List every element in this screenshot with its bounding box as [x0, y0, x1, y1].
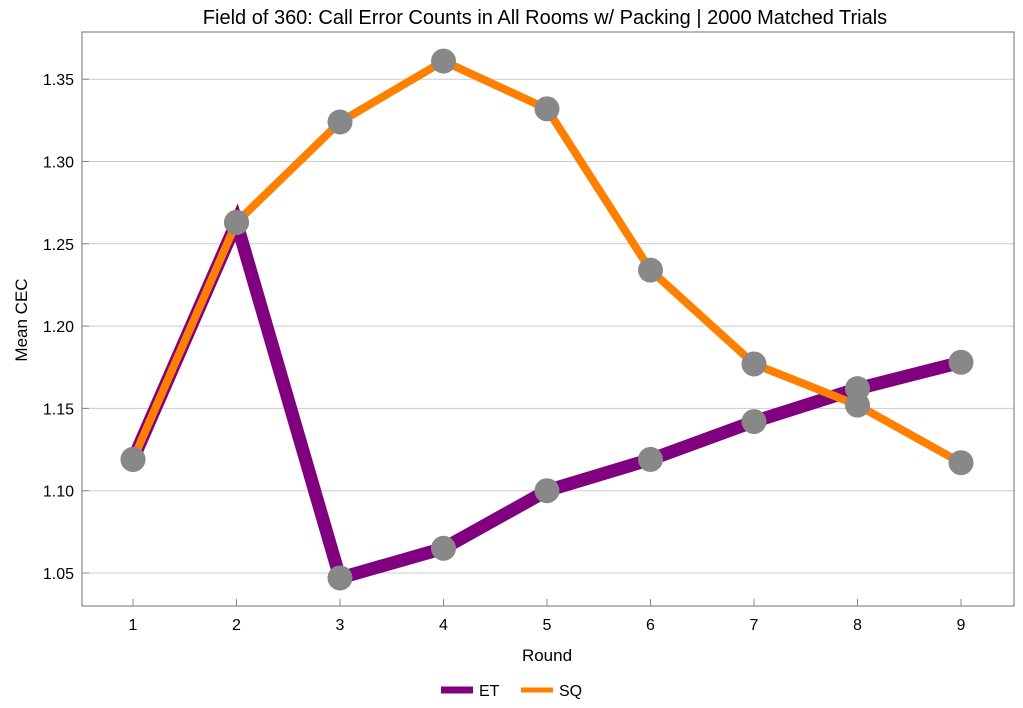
- data-point-sq: [948, 450, 974, 476]
- legend-item-sq: SQ: [521, 683, 582, 700]
- x-tick-label: 4: [439, 617, 448, 634]
- y-tick-label: 1.15: [43, 401, 74, 418]
- legend: ET SQ: [441, 683, 582, 700]
- data-point-et: [534, 478, 560, 504]
- x-axis-label: Round: [522, 646, 572, 665]
- y-axis: 1.05 1.10 1.15 1.20 1.25 1.30 1.35: [43, 72, 89, 583]
- y-tick-label: 1.30: [43, 155, 74, 172]
- y-tick-label: 1.05: [43, 566, 74, 583]
- data-point-et: [327, 565, 353, 591]
- x-tick-label: 2: [232, 617, 241, 634]
- data-point-et: [948, 349, 974, 375]
- data-point-et: [638, 446, 663, 472]
- y-tick-label: 1.25: [43, 237, 74, 254]
- data-point-sq: [845, 392, 870, 418]
- data-point-et: [741, 409, 767, 435]
- data-point-sq: [327, 109, 353, 135]
- data-point-sq: [120, 446, 146, 472]
- chart-title: Field of 360: Call Error Counts in All R…: [203, 7, 887, 29]
- data-point-sq: [741, 351, 767, 377]
- data-markers: [120, 48, 974, 591]
- x-tick-label: 5: [543, 617, 552, 634]
- y-tick-label: 1.10: [43, 484, 74, 501]
- data-point-sq: [224, 209, 249, 235]
- data-point-et: [431, 535, 456, 561]
- data-point-sq: [638, 257, 663, 283]
- series-line-sq: [129, 56, 963, 467]
- x-tick-label: 1: [129, 617, 138, 634]
- plot-frame: [81, 31, 1015, 607]
- legend-label: SQ: [559, 683, 582, 700]
- data-point-sq: [534, 96, 560, 122]
- data-point-sq: [431, 48, 456, 74]
- legend-item-et: ET: [441, 683, 500, 700]
- legend-label: ET: [479, 683, 500, 700]
- x-tick-label: 7: [750, 617, 759, 634]
- x-tick-label: 6: [646, 617, 655, 634]
- x-axis: 1 2 3 4 5 6 7 8 9: [129, 599, 966, 634]
- y-tick-label: 1.20: [43, 319, 74, 336]
- x-tick-label: 3: [336, 617, 345, 634]
- y-tick-label: 1.35: [43, 72, 74, 89]
- y-axis-label: Mean CEC: [12, 278, 31, 361]
- x-tick-label: 8: [853, 617, 862, 634]
- x-tick-label: 9: [957, 617, 966, 634]
